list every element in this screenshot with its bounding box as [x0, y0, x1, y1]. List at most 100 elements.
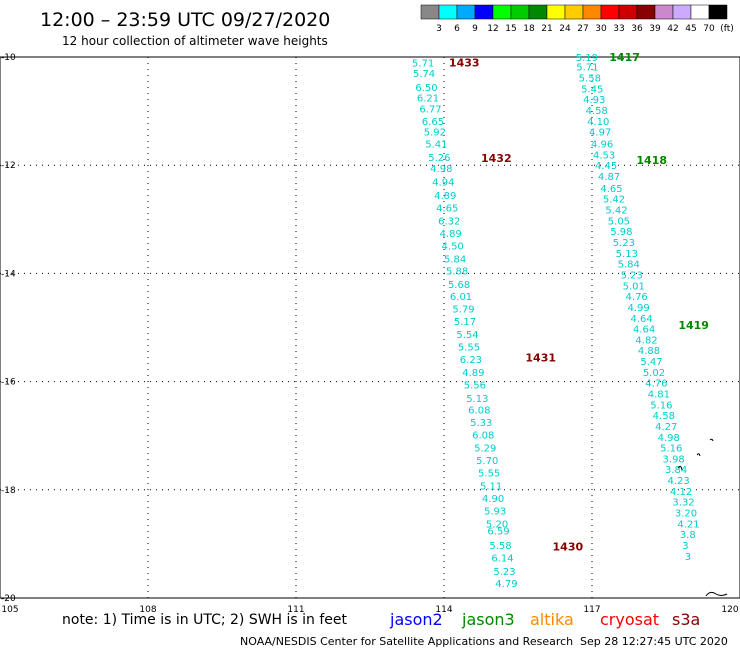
wave-height-value: 5.20 — [486, 519, 508, 530]
color-scale-swatch — [474, 4, 494, 20]
wave-height-value: 4.64 — [630, 314, 652, 325]
wave-height-value: 5.19 — [576, 53, 598, 64]
wave-height-value: 4.65 — [600, 184, 622, 195]
wave-height-value: 4.97 — [589, 128, 611, 139]
wave-height-value: 4.58 — [586, 106, 608, 117]
color-scale-label: 21 — [541, 24, 552, 34]
wave-height-value: 4.99 — [628, 303, 650, 314]
color-scale-label: 12 — [487, 24, 498, 34]
pass-time-label: 1417 — [609, 51, 640, 64]
wave-height-value: 5.88 — [446, 267, 468, 278]
wave-height-value: 4.76 — [645, 379, 667, 390]
chart-subtitle: 12 hour collection of altimeter wave hei… — [62, 34, 328, 48]
y-tick-label: -10 — [1, 53, 16, 63]
satellite-legend: jason2 jason3 altika cryosat s3a — [389, 610, 700, 629]
wave-height-value: 5.01 — [623, 281, 645, 292]
x-tick-label: 111 — [287, 605, 304, 615]
wave-height-value: 4.45 — [595, 161, 617, 172]
color-scale-label: 39 — [649, 24, 661, 34]
wave-height-value: 5.17 — [454, 317, 476, 328]
footer-credit: NOAA/NESDIS Center for Satellite Applica… — [240, 635, 573, 648]
color-scale-swatch — [708, 4, 728, 20]
wave-height-value: 3 — [685, 552, 691, 563]
x-tick-label: 108 — [139, 605, 156, 615]
wave-height-value: 4.88 — [638, 346, 660, 357]
wave-height-value: 4.89 — [462, 368, 484, 379]
wave-height-value: 5.23 — [493, 567, 515, 578]
wave-height-value: 6.65 — [422, 117, 444, 128]
wave-height-value: 6.59 — [487, 526, 509, 537]
island-outline — [696, 453, 701, 457]
island-outline — [677, 465, 683, 471]
legend-jason2: jason2 — [389, 610, 443, 629]
color-scale-label: 27 — [577, 24, 588, 34]
pass-time-label: 1418 — [636, 154, 667, 167]
wave-height-value: 4.93 — [583, 95, 605, 106]
x-tick-label: 120 — [721, 605, 738, 615]
wave-height-value: 3.84 — [665, 465, 687, 476]
pass-time-label: 1431 — [525, 351, 556, 364]
color-scale-swatch — [618, 4, 638, 20]
wave-height-value: 5.23 — [613, 238, 635, 249]
wave-height-value: 5.84 — [618, 260, 640, 271]
footer-note: note: 1) Time is in UTC; 2) SWH is in fe… — [62, 612, 348, 628]
wave-height-value: 6.01 — [450, 292, 472, 303]
wave-height-value: 4.23 — [667, 476, 689, 487]
y-tick-label: -12 — [1, 161, 16, 171]
wave-height-value: 3 — [682, 541, 688, 552]
wave-height-value: 5.16 — [660, 444, 682, 455]
y-tick-label: -14 — [1, 269, 16, 279]
x-tick-label: 105 — [1, 605, 18, 615]
color-scale-label: 45 — [685, 24, 696, 34]
color-scale-label: 70 — [703, 24, 715, 34]
color-scale-label: (ft) — [720, 24, 734, 34]
wave-height-value: 5.54 — [456, 330, 478, 341]
wave-height-value: 4.98 — [658, 433, 680, 444]
pass-time-label: 1419 — [678, 319, 709, 332]
wave-height-value: 6.14 — [491, 553, 513, 564]
wave-height-value: 5.93 — [484, 506, 506, 517]
wave-height-value: 6.08 — [472, 431, 494, 442]
footer-timestamp: Sep 28 12:27:45 UTC 2020 — [580, 635, 728, 648]
wave-height-value: 4.89 — [434, 191, 456, 202]
wave-height-value: 4.21 — [677, 519, 699, 530]
legend-altika: altika — [530, 610, 574, 629]
color-scale-label: 33 — [613, 24, 624, 34]
wave-height-value: 5.58 — [489, 541, 511, 552]
wave-height-value: 5.42 — [605, 206, 627, 217]
plot-frame — [0, 56, 740, 599]
pass-time-label: 1430 — [553, 541, 584, 554]
y-tick-label: -18 — [1, 486, 16, 496]
wave-height-value: 5.70 — [476, 456, 498, 467]
color-scale-swatch — [528, 4, 548, 20]
wave-height-value: 3.32 — [672, 498, 694, 509]
color-scale-swatch — [672, 4, 692, 20]
wave-height-value: 4.12 — [670, 487, 692, 498]
wave-height-value: 4.64 — [633, 325, 655, 336]
color-scale-label: 18 — [523, 24, 535, 34]
x-tick-label: 117 — [583, 605, 600, 615]
wave-height-value: 4.82 — [635, 335, 657, 346]
wave-height-value: 5.11 — [480, 481, 502, 492]
legend-cryosat: cryosat — [600, 610, 659, 629]
wave-height-value: 5.55 — [458, 342, 480, 353]
legend-s3a: s3a — [672, 610, 700, 629]
x-tick-label: 114 — [435, 605, 452, 615]
color-scale-swatch — [456, 4, 476, 20]
wave-height-value: 5.13 — [466, 394, 488, 405]
wave-height-value: 5.84 — [444, 254, 466, 265]
wave-height-value: 5.71 — [412, 58, 434, 69]
wave-height-value: 5.02 — [643, 368, 665, 379]
wave-height-value: 5.68 — [448, 280, 470, 291]
wave-height-value: 5.58 — [579, 74, 601, 85]
chart-title: 12:00 – 23:59 UTC 09/27/2020 — [40, 9, 330, 31]
wave-height-value: 5.71 — [576, 63, 598, 74]
color-scale-label: 9 — [472, 24, 478, 34]
wave-height-value: 4.89 — [440, 229, 462, 240]
wave-height-value: 5.47 — [640, 357, 662, 368]
wave-height-value: 5.41 — [425, 140, 447, 151]
wave-height-value: 5.33 — [470, 418, 492, 429]
color-scale-swatch — [510, 4, 530, 20]
wave-height-value: 5.42 — [603, 195, 625, 206]
wave-height-value: 4.50 — [442, 241, 464, 252]
